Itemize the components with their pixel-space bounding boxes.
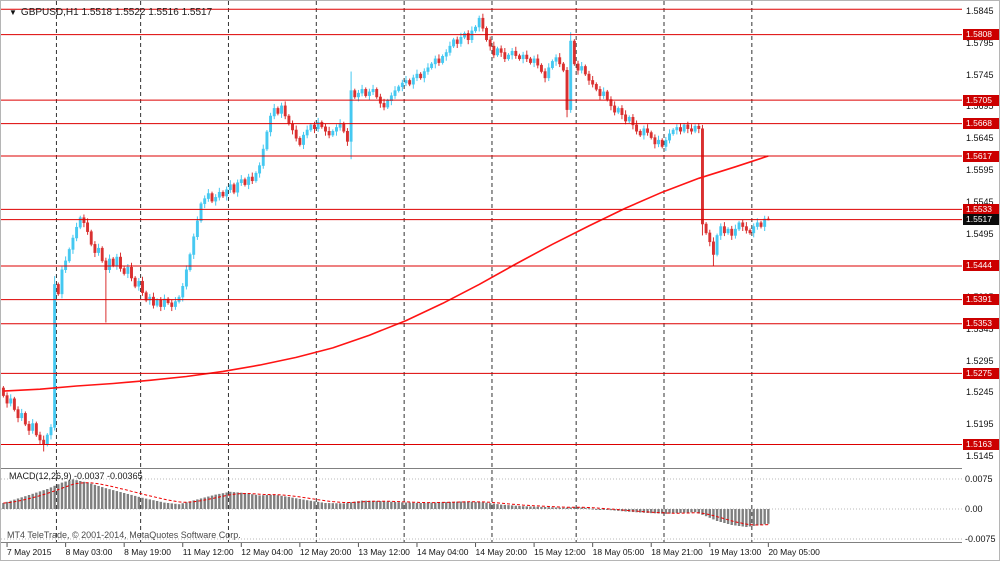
- symbol-dropdown-icon[interactable]: ▼: [9, 7, 17, 17]
- time-axis[interactable]: [1, 543, 962, 560]
- price-axis[interactable]: [962, 1, 999, 560]
- chart-canvas[interactable]: [1, 1, 962, 560]
- symbol-ohlc-info: GBPUSD,H1 1.5518 1.5522 1.5516 1.5517: [20, 7, 213, 18]
- copyright-text: MT4 TeleTrade, © 2001-2014, MetaQuotes S…: [7, 530, 241, 540]
- symbol-bar: ▼ GBPUSD,H1 1.5518 1.5522 1.5516 1.5517: [9, 7, 212, 18]
- macd-indicator-label: MACD(12,26,9) -0.0037 -0.00365: [9, 471, 143, 481]
